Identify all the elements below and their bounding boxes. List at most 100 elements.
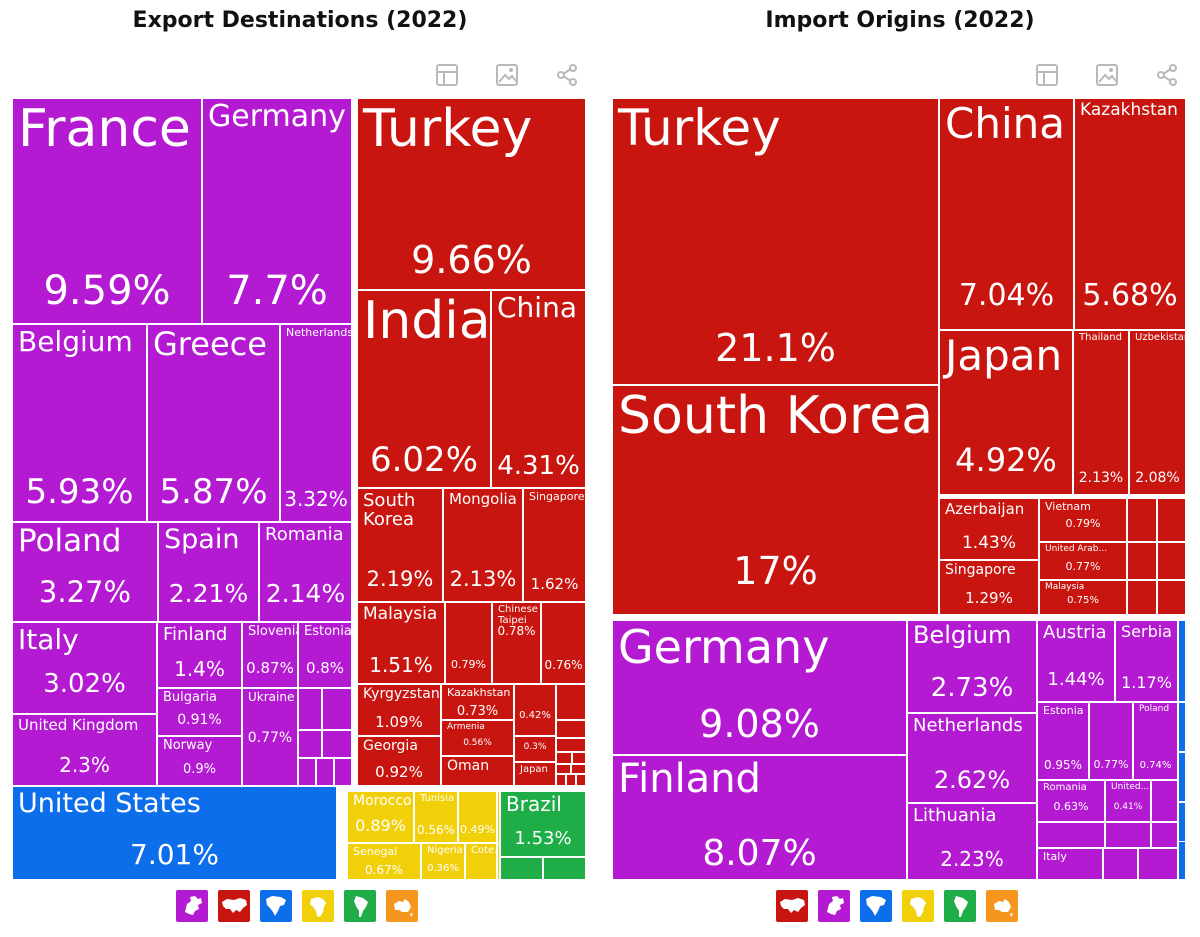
legend-europe-button[interactable] (818, 890, 850, 922)
legend-africa-button[interactable] (302, 890, 334, 922)
treemap-tile-finland[interactable]: Finland 1.4% (157, 622, 242, 688)
legend-north-america-button[interactable] (860, 890, 892, 922)
treemap-tile-small[interactable] (543, 857, 586, 880)
treemap-tile-oman[interactable]: Oman (441, 756, 514, 786)
legend-asia-button[interactable] (776, 890, 808, 922)
treemap-tile-tunisia[interactable]: Tunisia 0.56% (414, 791, 458, 843)
treemap-tile-cote[interactable]: Cote... (465, 843, 497, 880)
treemap-tile-austria[interactable]: Austria 1.44% (1037, 620, 1115, 702)
treemap-tile-belgium[interactable]: Belgium 2.73% (907, 620, 1037, 713)
treemap-tile-small[interactable] (556, 684, 586, 720)
share-icon[interactable] (554, 62, 580, 88)
treemap-tile-small[interactable] (334, 758, 352, 786)
treemap-tile-kyrgyzstan[interactable]: Kyrgyzstan 1.09% (357, 684, 441, 736)
treemap-tile-lithuania[interactable]: Lithuania 2.23% (907, 803, 1037, 880)
treemap-tile-small[interactable] (1151, 780, 1178, 822)
treemap-tile-armenia[interactable]: Armenia 0.56% (441, 720, 514, 756)
treemap-tile-slovenia[interactable]: Slovenia 0.87% (242, 622, 298, 688)
treemap-tile-small[interactable] (1178, 802, 1186, 842)
treemap-tile-finland[interactable]: Finland 8.07% (612, 755, 907, 880)
treemap-tile-united-kingdom[interactable]: United Kingdom 2.3% (12, 714, 157, 786)
treemap-tile-small[interactable] (1127, 498, 1157, 542)
treemap-tile-georgia[interactable]: Georgia 0.92% (357, 736, 441, 786)
treemap-tile-nigeria[interactable]: Nigeria 0.36% (421, 843, 465, 880)
table-icon[interactable] (1034, 62, 1060, 88)
treemap-tile-small[interactable] (1037, 822, 1105, 848)
image-icon[interactable] (1094, 62, 1120, 88)
treemap-tile-azerbaijan[interactable]: Azerbaijan 1.43% (939, 498, 1039, 560)
treemap-tile-unlabeled-23[interactable]: 0.79% (445, 602, 492, 684)
treemap-tile-germany[interactable]: Germany 7.7% (202, 98, 352, 324)
treemap-tile-serbia[interactable]: Serbia 1.17% (1115, 620, 1178, 702)
treemap-tile-united-states[interactable]: United States 7.01% (12, 786, 337, 880)
treemap-tile-unlabeled-25[interactable]: 0.76% (541, 602, 586, 684)
treemap-tile-small[interactable] (1157, 580, 1186, 615)
legend-oceania-button[interactable] (986, 890, 1018, 922)
treemap-tile-unlabeled-20[interactable]: 0.77% (1089, 702, 1133, 780)
treemap-tile-singapore[interactable]: Singapore 1.29% (939, 560, 1039, 615)
treemap-tile-small[interactable] (566, 774, 576, 786)
treemap-tile-ukraine[interactable]: Ukraine 0.77% (242, 688, 298, 786)
treemap-tile-small[interactable] (1151, 822, 1178, 848)
treemap-tile-greece[interactable]: Greece 5.87% (147, 324, 280, 522)
treemap-tile-brazil[interactable]: Brazil 1.53% (500, 791, 586, 857)
treemap-tile-united-arab[interactable]: United Arab... 0.77% (1039, 542, 1127, 580)
treemap-tile-china[interactable]: China 4.31% (491, 290, 586, 488)
treemap-tile-singapore[interactable]: Singapore 1.62% (523, 488, 586, 602)
treemap-tile-kazakhstan[interactable]: Kazakhstan 0.73% (441, 684, 514, 720)
treemap-tile-romania[interactable]: Romania 0.63% (1037, 780, 1105, 822)
treemap-tile-small[interactable] (556, 752, 572, 764)
treemap-tile-small[interactable] (1138, 848, 1178, 880)
treemap-tile-japan[interactable]: Japan 4.92% (939, 330, 1073, 495)
treemap-tile-united[interactable]: United... 0.41% (1105, 780, 1151, 822)
legend-south-america-button[interactable] (944, 890, 976, 922)
treemap-tile-kazakhstan[interactable]: Kazakhstan 5.68% (1074, 98, 1186, 330)
treemap-tile-small[interactable] (1157, 542, 1186, 580)
treemap-tile-bulgaria[interactable]: Bulgaria 0.91% (157, 688, 242, 736)
treemap-tile-small[interactable] (556, 738, 586, 752)
treemap-tile-italy[interactable]: Italy 3.02% (12, 622, 157, 714)
treemap-tile-estonia[interactable]: Estonia 0.95% (1037, 702, 1089, 780)
treemap-tile-small[interactable] (298, 688, 322, 730)
treemap-tile-estonia[interactable]: Estonia 0.8% (298, 622, 352, 688)
treemap-tile-unlabeled-37[interactable]: 0.49% (458, 791, 497, 843)
treemap-tile-malaysia[interactable]: Malaysia 1.51% (357, 602, 445, 684)
treemap-tile-small[interactable] (497, 843, 500, 880)
legend-oceania-button[interactable] (386, 890, 418, 922)
treemap-tile-small[interactable] (576, 774, 586, 786)
treemap-tile-unlabeled-28[interactable]: 0.42% (514, 684, 556, 736)
legend-africa-button[interactable] (902, 890, 934, 922)
treemap-tile-small[interactable] (1178, 620, 1186, 702)
treemap-tile-netherlands[interactable]: Netherlands 2.62% (907, 713, 1037, 803)
treemap-tile-small[interactable] (1157, 498, 1186, 542)
share-icon[interactable] (1154, 62, 1180, 88)
treemap-tile-morocco[interactable]: Morocco 0.89% (347, 791, 414, 843)
treemap-tile-small[interactable] (1127, 580, 1157, 615)
legend-north-america-button[interactable] (260, 890, 292, 922)
treemap-tile-south-korea[interactable]: South Korea 2.19% (357, 488, 443, 602)
treemap-tile-malaysia[interactable]: Malaysia 0.75% (1039, 580, 1127, 615)
treemap-tile-vietnam[interactable]: Vietnam 0.79% (1039, 498, 1127, 542)
treemap-tile-uzbekistan[interactable]: Uzbekistan 2.08% (1129, 330, 1186, 495)
treemap-tile-small[interactable] (571, 764, 586, 774)
image-icon[interactable] (494, 62, 520, 88)
treemap-tile-small[interactable] (1105, 822, 1151, 848)
treemap-tile-spain[interactable]: Spain 2.21% (158, 522, 259, 622)
treemap-tile-italy[interactable]: Italy (1037, 848, 1103, 880)
table-icon[interactable] (434, 62, 460, 88)
treemap-tile-small[interactable] (1103, 848, 1138, 880)
legend-south-america-button[interactable] (344, 890, 376, 922)
treemap-tile-poland[interactable]: Poland 0.74% (1133, 702, 1178, 780)
treemap-tile-thailand[interactable]: Thailand 2.13% (1073, 330, 1129, 495)
legend-asia-button[interactable] (218, 890, 250, 922)
treemap-tile-japan[interactable]: Japan (514, 762, 556, 786)
treemap-tile-small[interactable] (298, 730, 322, 758)
treemap-tile-small[interactable] (316, 758, 334, 786)
treemap-tile-small[interactable] (322, 730, 352, 758)
treemap-tile-unlabeled-30[interactable]: 0.3% (514, 736, 556, 762)
treemap-tile-belgium[interactable]: Belgium 5.93% (12, 324, 147, 522)
treemap-tile-small[interactable] (500, 857, 543, 880)
treemap-tile-mongolia[interactable]: Mongolia 2.13% (443, 488, 523, 602)
legend-europe-button[interactable] (176, 890, 208, 922)
treemap-tile-france[interactable]: France 9.59% (12, 98, 202, 324)
